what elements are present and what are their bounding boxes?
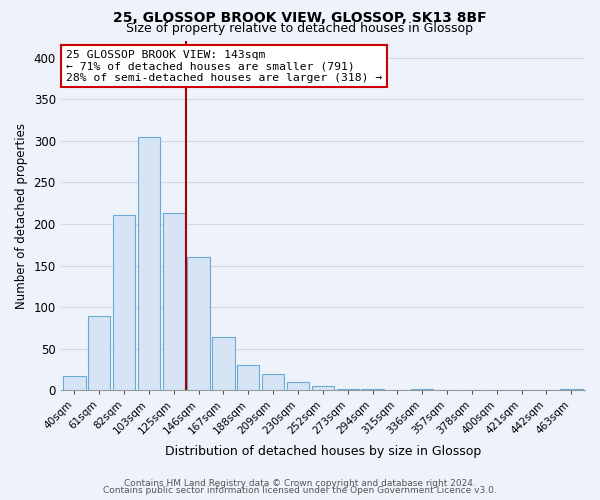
Bar [187,257,210,390]
Bar [88,316,110,390]
Bar [237,366,259,390]
Text: 25 GLOSSOP BROOK VIEW: 143sqm
← 71% of detached houses are smaller (791)
28% of : 25 GLOSSOP BROOK VIEW: 143sqm ← 71% of d… [66,50,382,83]
Text: Contains HM Land Registry data © Crown copyright and database right 2024.: Contains HM Land Registry data © Crown c… [124,478,476,488]
Bar [337,388,359,390]
Bar [113,215,135,390]
Text: Size of property relative to detached houses in Glossop: Size of property relative to detached ho… [127,22,473,35]
Text: 25, GLOSSOP BROOK VIEW, GLOSSOP, SK13 8BF: 25, GLOSSOP BROOK VIEW, GLOSSOP, SK13 8B… [113,11,487,25]
Text: Contains public sector information licensed under the Open Government Licence v3: Contains public sector information licen… [103,486,497,495]
Bar [63,376,86,390]
Y-axis label: Number of detached properties: Number of detached properties [15,122,28,308]
Bar [262,374,284,390]
Bar [163,213,185,390]
Bar [138,138,160,390]
X-axis label: Distribution of detached houses by size in Glossop: Distribution of detached houses by size … [165,444,481,458]
Bar [287,382,309,390]
Bar [212,337,235,390]
Bar [311,386,334,390]
